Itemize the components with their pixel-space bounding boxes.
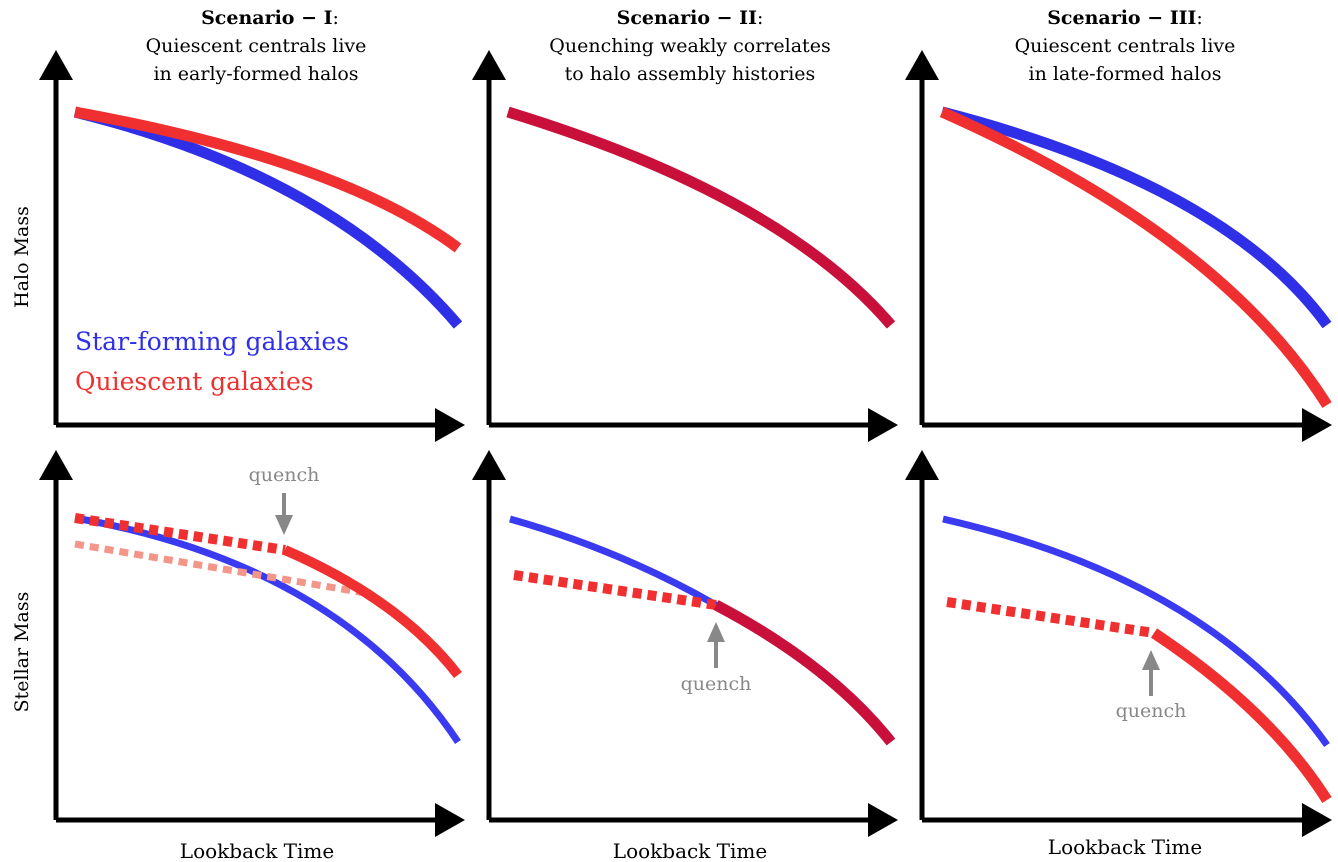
quench-label-1: quench xyxy=(249,464,320,486)
column-1-subtitle-line2: in early-formed halos xyxy=(153,63,358,85)
arrow-right-r2c3 xyxy=(1302,803,1332,837)
legend-quiescent: Quiescent galaxies xyxy=(75,367,314,396)
column-2-subtitle-line1: Quenching weakly correlates xyxy=(549,35,830,57)
column-2-subtitle-line2: to halo assembly histories xyxy=(565,63,816,85)
arrow-up-r1c3 xyxy=(905,50,939,80)
halo-curve-quiescent-3 xyxy=(939,106,1332,408)
halo-curve-overlap-2 xyxy=(506,106,896,329)
legend-star-forming: Star-forming galaxies xyxy=(75,327,349,356)
arrow-right-r2c2 xyxy=(868,803,898,837)
column-1-title-line: Scenario − I: xyxy=(201,7,339,29)
stellar-curve-quiescent-solid-1 xyxy=(283,545,462,679)
quench-label-2: quench xyxy=(681,673,752,695)
column-3-title-sep: : xyxy=(1196,7,1202,29)
halo-curve-quiescent-1 xyxy=(74,106,462,253)
arrow-up-r1c2 xyxy=(472,50,506,80)
arrow-right-r2c1 xyxy=(435,803,465,837)
column-1-title: Scenario − I xyxy=(201,7,333,29)
stellar-curve-quiescent-solid-3 xyxy=(1150,628,1332,803)
x-label-2: Lookback Time xyxy=(613,839,767,862)
column-2-title-line: Scenario − II: xyxy=(617,7,764,29)
column-1-title-sep: : xyxy=(333,7,339,29)
row-label-halo-mass: Halo Mass xyxy=(11,206,33,308)
row-label-stellar-mass: Stellar Mass xyxy=(11,592,33,713)
arrow-up-r1c1 xyxy=(39,50,73,80)
column-3-subtitle-line2: in late-formed halos xyxy=(1029,63,1222,85)
arrow-up-r2c2 xyxy=(472,450,506,480)
column-2-title: Scenario − II xyxy=(617,7,757,29)
stellar-curve-quiescent-dotted-3 xyxy=(946,597,1155,638)
stellar-curve-star-forming-1 xyxy=(74,514,461,744)
quench-label-3: quench xyxy=(1116,700,1187,722)
column-3-title-line: Scenario − III: xyxy=(1047,7,1203,29)
arrow-right-r1c2 xyxy=(868,408,898,442)
arrow-right-r1c1 xyxy=(435,408,465,442)
stellar-curve-star-forming-2 xyxy=(509,515,718,609)
stellar-curve-star-forming-3 xyxy=(942,515,1330,748)
x-label-1: Lookback Time xyxy=(180,839,334,862)
stellar-curve-quiescent-dotted-1 xyxy=(74,513,286,555)
arrow-right-r1c3 xyxy=(1302,408,1332,442)
quench-arrow-head-1 xyxy=(275,515,293,535)
quench-arrow-head-3 xyxy=(1142,650,1160,670)
quench-annotations: quench quench quench xyxy=(249,464,1187,722)
halo-curve-star-forming-3 xyxy=(940,106,1332,329)
stellar-curve-overlap-2 xyxy=(713,600,896,746)
column-3-title: Scenario − III xyxy=(1047,7,1196,29)
stellar-curve-quiescent-dotted-2 xyxy=(513,570,717,610)
halo-curves xyxy=(73,106,1332,408)
x-label-3: Lookback Time xyxy=(1048,835,1202,859)
column-2-title-sep: : xyxy=(757,7,763,29)
stellar-curve-quiescent-faded-1 xyxy=(74,540,366,597)
quench-arrow-head-2 xyxy=(707,622,725,642)
stellar-curves xyxy=(74,513,1332,803)
axes xyxy=(53,70,1312,823)
arrow-up-r2c3 xyxy=(905,450,939,480)
halo-curve-star-forming-1 xyxy=(73,106,463,329)
axis-arrowheads xyxy=(39,50,1332,837)
arrow-up-r2c1 xyxy=(39,450,73,480)
column-3-subtitle-line1: Quiescent centrals live xyxy=(1015,35,1236,57)
column-1-subtitle-line1: Quiescent centrals live xyxy=(146,35,367,57)
